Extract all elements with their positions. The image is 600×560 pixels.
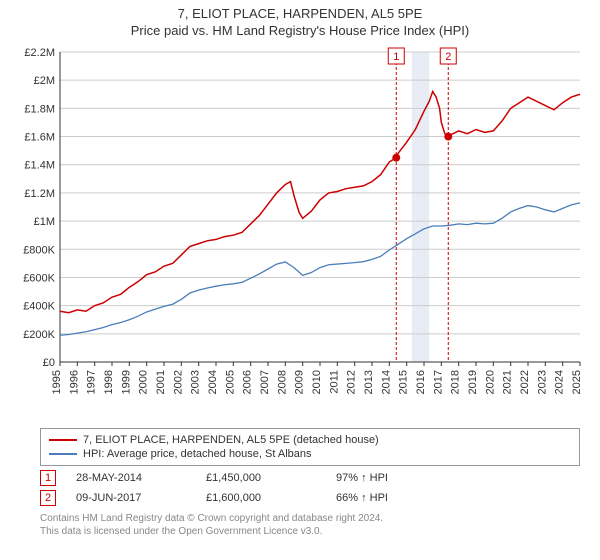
sales-list: 1 28-MAY-2014£1,450,00097% ↑ HPI 2 09-JUN-2… [0,470,600,506]
y-tick-label: £1.4M [24,160,55,172]
sale-price: £1,450,000 [206,472,336,484]
x-tick-label: 2018 [450,370,462,394]
x-tick-label: 1998 [103,370,115,394]
x-tick-label: 1996 [68,370,80,394]
legend: 7, ELIOT PLACE, HARPENDEN, AL5 5PE (deta… [40,428,580,466]
x-tick-label: 2017 [432,370,444,394]
x-tick-label: 2020 [484,370,496,394]
sale-price: £1,600,000 [206,492,336,504]
marker-label: 1 [393,51,399,63]
x-tick-label: 2003 [190,370,202,394]
chart-title: 7, ELIOT PLACE, HARPENDEN, AL5 5PE [0,0,600,21]
x-tick-label: 2013 [363,370,375,394]
y-tick-label: £1M [34,216,55,228]
sale-pct: 66% ↑ HPI [336,492,436,504]
x-tick-label: 2000 [138,370,150,394]
footer-line-1: Contains HM Land Registry data © Crown c… [40,512,580,525]
x-tick-label: 2004 [207,370,219,394]
x-tick-label: 2022 [519,370,531,394]
x-tick-label: 2015 [398,370,410,394]
sale-row: 2 09-JUN-2017£1,600,00066% ↑ HPI [40,490,580,506]
legend-label: 7, ELIOT PLACE, HARPENDEN, AL5 5PE (deta… [83,434,379,446]
shaded-band [412,52,429,362]
legend-swatch [49,439,77,441]
y-tick-label: £1.6M [24,132,55,144]
chart-area: £0 £200K £400K £600K £800K £1M £1.2M £1.4M £1.6M… [10,42,590,422]
x-tick-label: 2005 [224,370,236,394]
x-tick-label: 2012 [346,370,358,394]
y-tick-label: £0 [43,357,55,369]
legend-row: HPI: Average price, detached house, St A… [49,447,571,461]
y-tick-label: £200K [23,329,55,341]
chart-subtitle: Price paid vs. HM Land Registry's House … [0,21,600,42]
y-tick-label: £800K [23,244,55,256]
sale-marker-box: 1 [40,470,56,486]
x-tick-label: 2008 [276,370,288,394]
line-chart-svg: £0 £200K £400K £600K £800K £1M £1.2M £1.4M £1.6M… [10,42,590,422]
footer-text: Contains HM Land Registry data © Crown c… [40,512,580,538]
sale-row: 1 28-MAY-2014£1,450,00097% ↑ HPI [40,470,580,486]
x-tick-label: 2021 [502,370,514,394]
x-tick-label: 2010 [311,370,323,394]
y-tick-label: £2M [34,75,55,87]
x-tick-label: 2024 [554,370,566,394]
x-tick-label: 2009 [294,370,306,394]
x-tick-label: 2001 [155,370,167,394]
y-tick-label: £600K [23,272,55,284]
x-tick-label: 1995 [51,370,63,394]
x-tick-label: 2025 [571,370,583,394]
marker-label: 2 [445,51,451,63]
x-tick-label: 1997 [86,370,98,394]
y-tick-label: £400K [23,301,55,313]
series-price_paid [60,91,580,312]
x-tick-label: 2002 [172,370,184,394]
sale-date: 28-MAY-2014 [76,472,206,484]
x-tick-label: 2007 [259,370,271,394]
sale-marker-box: 2 [40,490,56,506]
sale-date: 09-JUN-2017 [76,492,206,504]
x-tick-label: 2023 [536,370,548,394]
y-tick-label: £2.2M [24,47,55,59]
sale-pct: 97% ↑ HPI [336,472,436,484]
legend-row: 7, ELIOT PLACE, HARPENDEN, AL5 5PE (deta… [49,433,571,447]
x-tick-label: 2014 [380,370,392,394]
x-tick-label: 2019 [467,370,479,394]
x-tick-label: 2011 [328,370,340,394]
x-tick-label: 2006 [242,370,254,394]
series-hpi [60,203,580,335]
x-tick-label: 2016 [415,370,427,394]
y-tick-label: £1.8M [24,103,55,115]
legend-label: HPI: Average price, detached house, St A… [83,448,312,460]
legend-swatch [49,453,77,455]
footer-line-2: This data is licensed under the Open Gov… [40,525,580,538]
y-tick-label: £1.2M [24,188,55,200]
x-tick-label: 1999 [120,370,132,394]
